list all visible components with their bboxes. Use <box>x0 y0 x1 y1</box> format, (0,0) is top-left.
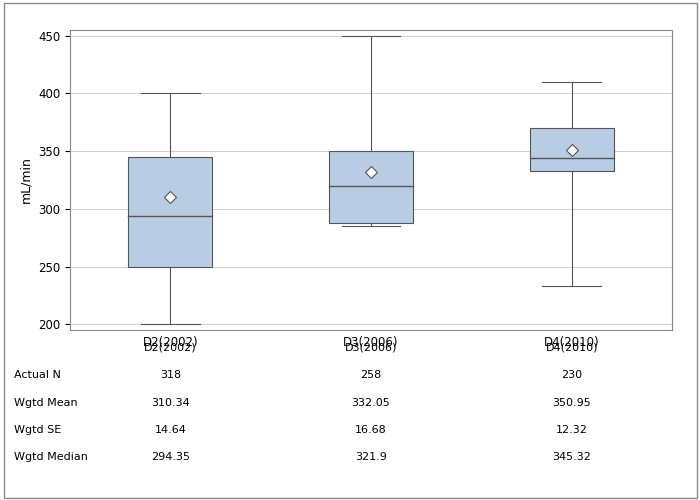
Bar <box>529 128 614 171</box>
Text: D3(2006): D3(2006) <box>345 342 397 352</box>
Text: 12.32: 12.32 <box>556 425 587 435</box>
Text: 14.64: 14.64 <box>155 425 186 435</box>
Text: 350.95: 350.95 <box>552 398 591 407</box>
Text: Wgtd Mean: Wgtd Mean <box>14 398 78 407</box>
Text: 230: 230 <box>561 370 582 380</box>
Text: Wgtd SE: Wgtd SE <box>14 425 62 435</box>
Text: D2(2002): D2(2002) <box>144 342 197 352</box>
Text: Actual N: Actual N <box>14 370 61 380</box>
Text: 318: 318 <box>160 370 181 380</box>
Text: 310.34: 310.34 <box>151 398 190 407</box>
Text: 345.32: 345.32 <box>552 452 591 462</box>
Bar <box>128 157 213 266</box>
Text: 258: 258 <box>360 370 382 380</box>
Text: D4(2010): D4(2010) <box>545 342 598 352</box>
Text: 321.9: 321.9 <box>355 452 387 462</box>
Bar <box>329 151 413 222</box>
Y-axis label: mL/min: mL/min <box>20 156 32 204</box>
Text: 294.35: 294.35 <box>150 452 190 462</box>
Text: 16.68: 16.68 <box>355 425 387 435</box>
Text: 332.05: 332.05 <box>351 398 391 407</box>
Text: Wgtd Median: Wgtd Median <box>14 452 88 462</box>
